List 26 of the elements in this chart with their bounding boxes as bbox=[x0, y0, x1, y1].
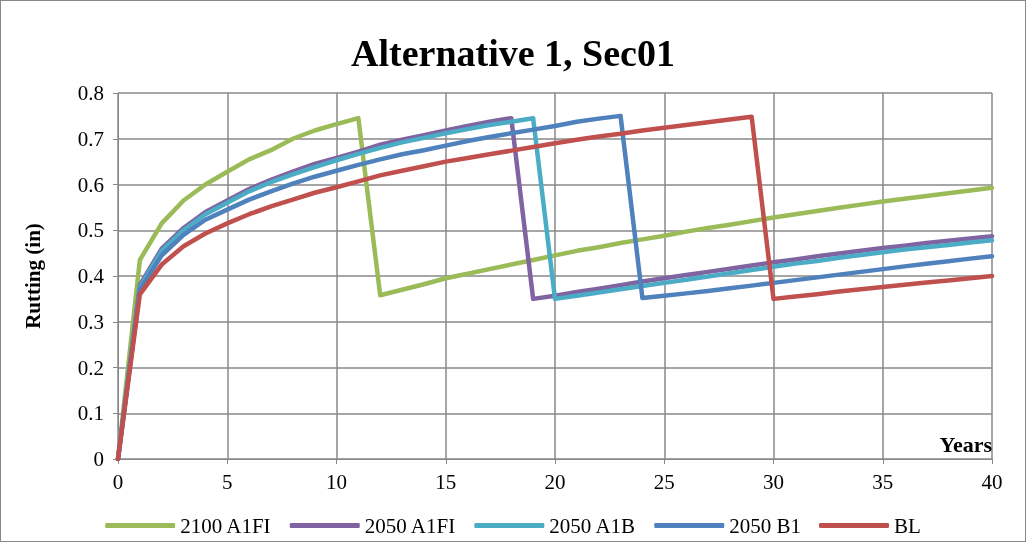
x-tick-label: 25 bbox=[653, 469, 675, 494]
y-tick-label: 0.6 bbox=[77, 172, 104, 197]
y-tick-label: 0.8 bbox=[77, 81, 104, 105]
y-axis-title: Rutting (in) bbox=[20, 223, 45, 329]
y-tick-label: 0.7 bbox=[77, 126, 104, 151]
legend-label: 2050 A1FI bbox=[364, 513, 456, 538]
legend-label: 2050 B1 bbox=[729, 513, 802, 538]
y-tick-label: 0.5 bbox=[77, 218, 104, 243]
x-tick-label: 0 bbox=[112, 469, 124, 494]
chart-title: Alternative 1, Sec01 bbox=[351, 32, 675, 74]
x-tick-label: 20 bbox=[544, 469, 566, 494]
x-tick-label: 15 bbox=[435, 469, 457, 494]
x-tick-label: 5 bbox=[222, 469, 233, 494]
x-tick-label: 35 bbox=[872, 469, 894, 494]
y-tick-label: 0.1 bbox=[77, 401, 104, 426]
x-tick-label: 10 bbox=[326, 469, 347, 494]
y-tick-label: 0.4 bbox=[77, 264, 105, 288]
legend-label: BL bbox=[894, 513, 921, 538]
x-tick-label: 30 bbox=[763, 469, 784, 494]
y-tick-label: 0 bbox=[93, 447, 104, 471]
x-tick-label: 40 bbox=[981, 469, 1003, 494]
legend-label: 2050 A1B bbox=[549, 513, 636, 538]
legend-label: 2100 A1FI bbox=[180, 513, 271, 538]
x-axis-title: Years bbox=[939, 431, 993, 457]
y-tick-label: 0.3 bbox=[77, 309, 104, 334]
y-tick-label: 0.2 bbox=[77, 355, 104, 380]
